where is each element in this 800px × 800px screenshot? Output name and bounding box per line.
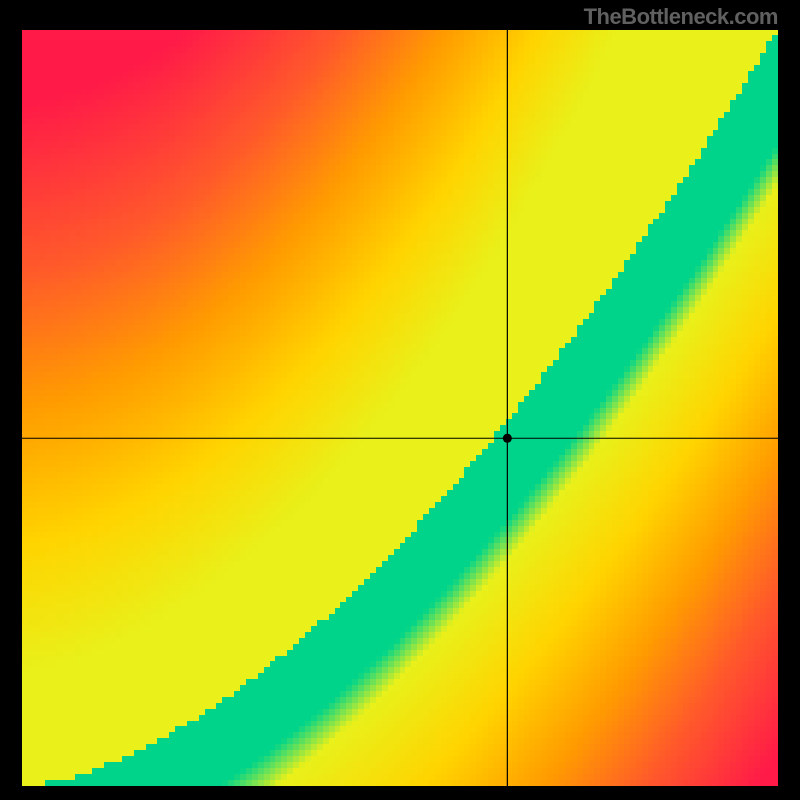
bottleneck-heatmap	[22, 30, 778, 786]
attribution-text: TheBottleneck.com	[584, 4, 778, 30]
